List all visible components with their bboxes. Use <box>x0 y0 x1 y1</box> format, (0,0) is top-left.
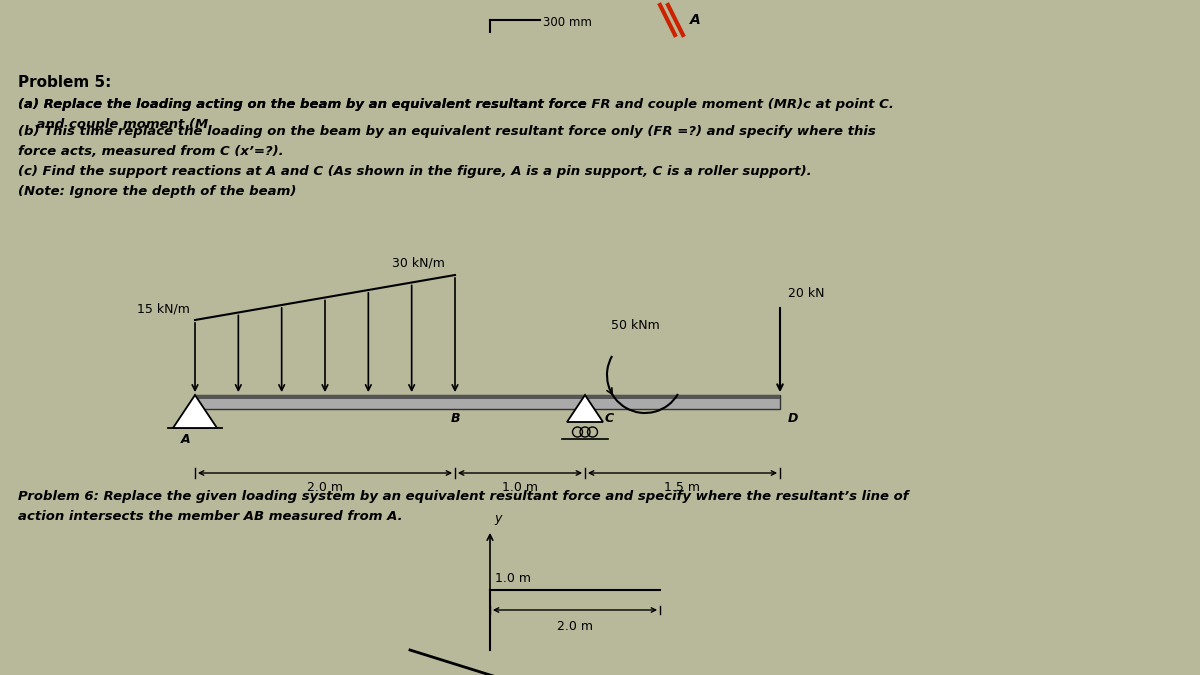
Text: A: A <box>690 13 701 27</box>
Text: 50 kNm: 50 kNm <box>611 319 659 332</box>
Polygon shape <box>568 395 604 422</box>
Text: C: C <box>605 412 614 425</box>
Text: 300 mm: 300 mm <box>542 16 592 28</box>
Text: 20 kN: 20 kN <box>788 287 824 300</box>
Text: force acts, measured from C (x’=?).: force acts, measured from C (x’=?). <box>18 145 283 158</box>
Text: 2.0 m: 2.0 m <box>557 620 593 633</box>
Text: D: D <box>788 412 798 425</box>
Text: (c) Find the support reactions at A and C (As shown in the figure, A is a pin su: (c) Find the support reactions at A and … <box>18 165 811 178</box>
Text: action intersects the member AB measured from A.: action intersects the member AB measured… <box>18 510 403 523</box>
Polygon shape <box>173 395 217 428</box>
Text: B: B <box>450 412 460 425</box>
Text: Problem 5:: Problem 5: <box>18 75 112 90</box>
Bar <box>194 395 780 409</box>
Text: and couple moment (M: and couple moment (M <box>18 118 208 131</box>
Text: 30 kN/m: 30 kN/m <box>392 257 445 270</box>
Text: A: A <box>180 433 190 446</box>
Text: y: y <box>494 512 502 525</box>
Text: Problem 6: Replace the given loading system by an equivalent resultant force and: Problem 6: Replace the given loading sys… <box>18 490 908 503</box>
Text: 1.5 m: 1.5 m <box>664 481 700 494</box>
Text: 1.0 m: 1.0 m <box>502 481 538 494</box>
Text: (b) This time replace the loading on the beam by an equivalent resultant force o: (b) This time replace the loading on the… <box>18 125 876 138</box>
Text: (a) Replace the loading acting on the beam by an equivalent resultant force FR a: (a) Replace the loading acting on the be… <box>18 98 894 111</box>
Text: (Note: Ignore the depth of the beam): (Note: Ignore the depth of the beam) <box>18 185 296 198</box>
Text: 15 kN/m: 15 kN/m <box>137 302 190 315</box>
Text: 1.0 m: 1.0 m <box>496 572 530 585</box>
Text: (a) Replace the loading acting on the beam by an equivalent resultant force: (a) Replace the loading acting on the be… <box>18 98 592 111</box>
Text: 2.0 m: 2.0 m <box>307 481 343 494</box>
Bar <box>194 395 780 399</box>
